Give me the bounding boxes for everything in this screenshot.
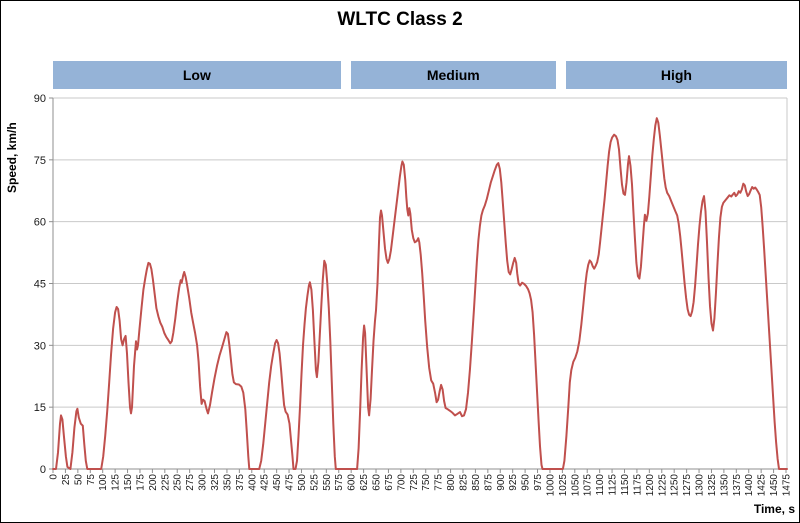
x-tick-label: 850 [471, 474, 482, 491]
x-tick-label: 800 [446, 474, 457, 491]
x-tick-label: 1250 [670, 474, 681, 497]
x-tick-label: 1450 [769, 474, 780, 497]
x-tick-label: 1400 [744, 474, 755, 497]
x-tick-label: 400 [247, 474, 258, 491]
x-tick-label: 1225 [657, 474, 668, 497]
x-tick-label: 1475 [782, 474, 793, 497]
x-tick-label: 325 [210, 474, 221, 491]
x-tick-label: 1325 [707, 474, 718, 497]
x-tick-label: 975 [533, 474, 544, 491]
x-tick-label: 275 [185, 474, 196, 491]
x-tick-label: 125 [111, 474, 122, 491]
x-tick-label: 225 [160, 474, 171, 491]
x-tick-label: 1100 [595, 474, 606, 496]
x-tick-label: 875 [483, 474, 494, 491]
x-tick-label: 1025 [558, 474, 569, 497]
x-tick-label: 425 [260, 474, 271, 491]
x-tick-label: 900 [496, 474, 507, 491]
x-tick-label: 1125 [608, 474, 619, 496]
y-tick-label: 45 [34, 279, 46, 291]
x-tick-label: 1275 [682, 474, 693, 497]
x-tick-label: 250 [173, 474, 184, 491]
x-tick-label: 550 [322, 474, 333, 491]
x-tick-label: 750 [421, 474, 432, 491]
x-tick-label: 1075 [583, 474, 594, 497]
x-tick-label: 575 [334, 474, 345, 491]
x-tick-label: 475 [285, 474, 296, 491]
phase-band-low: Low [53, 61, 341, 89]
chart-title: WLTC Class 2 [337, 9, 463, 30]
x-tick-label: 700 [396, 474, 407, 491]
x-tick-label: 175 [135, 474, 146, 491]
x-tick-label: 100 [98, 474, 109, 491]
x-tick-label: 825 [458, 474, 469, 491]
y-tick-label: 75 [34, 155, 46, 167]
x-tick-label: 600 [347, 474, 358, 491]
x-tick-label: 0 [49, 474, 60, 480]
x-tick-label: 1050 [570, 474, 581, 497]
x-tick-label: 525 [309, 474, 320, 491]
x-tick-label: 1175 [632, 474, 643, 496]
phase-band-medium-label: Medium [426, 67, 480, 83]
x-tick-label: 500 [297, 474, 308, 491]
x-tick-label: 1200 [645, 474, 656, 497]
x-tick-label: 1375 [732, 474, 743, 497]
phase-band-high-label: High [660, 67, 692, 83]
speed-trace [52, 117, 788, 470]
x-tick-label: 1150 [620, 474, 631, 496]
x-tick-label: 625 [359, 474, 370, 491]
phase-band-medium: Medium [350, 61, 556, 89]
y-tick-label: 90 [34, 93, 46, 105]
y-tick-label: 0 [40, 464, 46, 476]
x-axis-title: Time, s [753, 502, 795, 516]
x-tick-label: 350 [222, 474, 233, 491]
y-tick-label: 30 [34, 340, 46, 352]
x-tick-label: 1000 [545, 474, 556, 497]
x-tick-label: 1425 [757, 474, 768, 497]
x-tick-label: 650 [372, 474, 383, 491]
x-tick-label: 950 [521, 474, 532, 491]
x-tick-label: 1350 [719, 474, 730, 497]
x-tick-label: 675 [384, 474, 395, 491]
x-tick-label: 50 [73, 474, 84, 486]
x-tick-label: 300 [198, 474, 209, 491]
x-tick-label: 1300 [695, 474, 706, 497]
phase-band-low-label: Low [182, 67, 211, 83]
x-tick-label: 375 [235, 474, 246, 491]
x-tick-label: 75 [86, 474, 97, 486]
x-tick-label: 775 [434, 474, 445, 491]
x-tick-label: 25 [61, 474, 72, 486]
x-tick-label: 925 [508, 474, 519, 491]
x-tick-label: 450 [272, 474, 283, 491]
x-tick-label: 200 [148, 474, 159, 491]
phase-band-high: High [565, 61, 787, 89]
y-axis-title: Speed, km/h [5, 122, 19, 194]
x-tick-label: 150 [123, 474, 134, 491]
y-tick-label: 60 [34, 217, 46, 229]
x-tick-label: 725 [409, 474, 420, 491]
y-tick-label: 15 [34, 402, 46, 414]
